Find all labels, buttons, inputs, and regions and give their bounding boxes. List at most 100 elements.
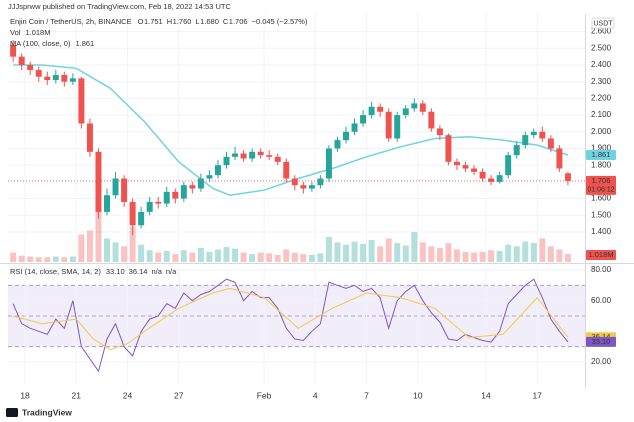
candle-body [428, 111, 435, 129]
rsi-tick-label: 20.00 [591, 357, 612, 366]
y-tick-label: 2.400 [591, 60, 612, 69]
candle-body [61, 75, 68, 82]
candle-body [44, 76, 51, 81]
volume-bar [86, 230, 93, 262]
y-tick-label: 2.500 [591, 43, 612, 52]
volume-bar [27, 256, 34, 262]
candle-body [274, 156, 281, 162]
volume-bar [138, 244, 145, 262]
volume-bar [428, 246, 435, 262]
volume-bar [10, 252, 17, 262]
volume-bar [52, 256, 59, 262]
candle-body [564, 173, 571, 181]
candle-body [522, 135, 529, 146]
ohlc-value: 1.680 [200, 17, 219, 26]
candle-body [394, 115, 401, 139]
ma-line [13, 64, 569, 196]
volume-bar [180, 250, 187, 262]
last-price-tag-bg [586, 175, 616, 195]
x-tick-label: 4 [313, 390, 318, 400]
volume-bar [530, 243, 537, 262]
volume-bar [223, 247, 230, 262]
candle-body [300, 185, 307, 189]
volume-bar [343, 244, 349, 262]
rsi-tick-label: 80.00 [591, 265, 612, 274]
candle-body [257, 151, 264, 156]
volume-bar [240, 252, 247, 262]
volume-tag-bg [586, 250, 616, 260]
y-tick-label: 2.300 [591, 77, 612, 86]
candle-body [232, 153, 239, 157]
rsi-tag: 33.10 [592, 337, 611, 346]
volume-bar [505, 244, 512, 262]
volume-bar [189, 252, 196, 262]
rsi-name: RSI (14, close, SMA, 14, 2) [10, 267, 101, 276]
candle-body [308, 185, 315, 189]
rsi-na: n/a [166, 267, 177, 276]
candle-body [530, 131, 537, 136]
logo-icon [6, 408, 18, 417]
volume-bar [385, 238, 392, 262]
footer-logo: TradingView [22, 407, 72, 417]
volume-bar [78, 234, 85, 262]
candle-body [351, 123, 358, 132]
volume-bar [300, 254, 307, 262]
last-price-tag: 1.706 [592, 176, 611, 185]
y-tick-label: 1.600 [591, 194, 612, 203]
candle-body [214, 165, 221, 176]
candle-body [78, 78, 85, 124]
volume-bar [453, 249, 460, 262]
volume-bar [445, 243, 452, 262]
symbol-title: Enjin Coin / TetherUS, 2h, BINANCE [10, 17, 132, 26]
currency-label: USDT [593, 20, 613, 27]
candle-body [10, 44, 17, 57]
volume-value: 1.018M [25, 28, 50, 37]
candle-body [163, 191, 170, 204]
volume-bar [163, 251, 170, 262]
change-value: −0.045 (−2.57%) [252, 17, 308, 26]
volume-bar [539, 238, 546, 262]
volume-bar [471, 252, 478, 262]
volume-bar [411, 232, 418, 262]
candle-body [291, 178, 298, 186]
y-tick-label: 2.200 [591, 94, 612, 103]
candle-body [104, 195, 110, 212]
countdown: 01:06:12 [587, 187, 614, 194]
candle-body [360, 115, 367, 124]
volume-bar [351, 241, 358, 262]
volume-bar [368, 240, 375, 262]
rsi-ma-value: 36.14 [129, 267, 148, 276]
rsi-tick-label: 60.00 [591, 296, 612, 305]
candle-body [95, 151, 102, 212]
volume-bar [334, 242, 341, 262]
x-tick-label: 18 [20, 390, 30, 400]
volume-name: Vol [10, 28, 21, 37]
candle-body [180, 185, 187, 199]
candle-body [368, 106, 375, 116]
candle-body [240, 153, 247, 159]
volume-bar [257, 252, 264, 262]
candle-body [385, 111, 392, 139]
volume-bar [35, 257, 42, 262]
candle-body [453, 161, 460, 166]
ma-tag: 1.861 [592, 150, 611, 159]
candle-body [283, 161, 290, 179]
volume-bar [104, 238, 110, 262]
candle-body [223, 156, 230, 166]
candle-body [402, 108, 409, 116]
candle-body [121, 178, 128, 202]
ohlc-label: L [195, 17, 199, 26]
volume-bar [436, 247, 443, 262]
ohlc-label: C [223, 17, 229, 26]
x-tick-label: 27 [174, 390, 184, 400]
candle-body [86, 123, 93, 152]
candle-body [112, 178, 119, 196]
volume-bar [197, 247, 204, 262]
volume-bar [249, 254, 256, 262]
candle-body [334, 140, 341, 149]
rsi-na: n/a [151, 267, 162, 276]
volume-bar [121, 246, 128, 262]
volume-bar [360, 243, 367, 262]
candle-body [172, 191, 179, 199]
